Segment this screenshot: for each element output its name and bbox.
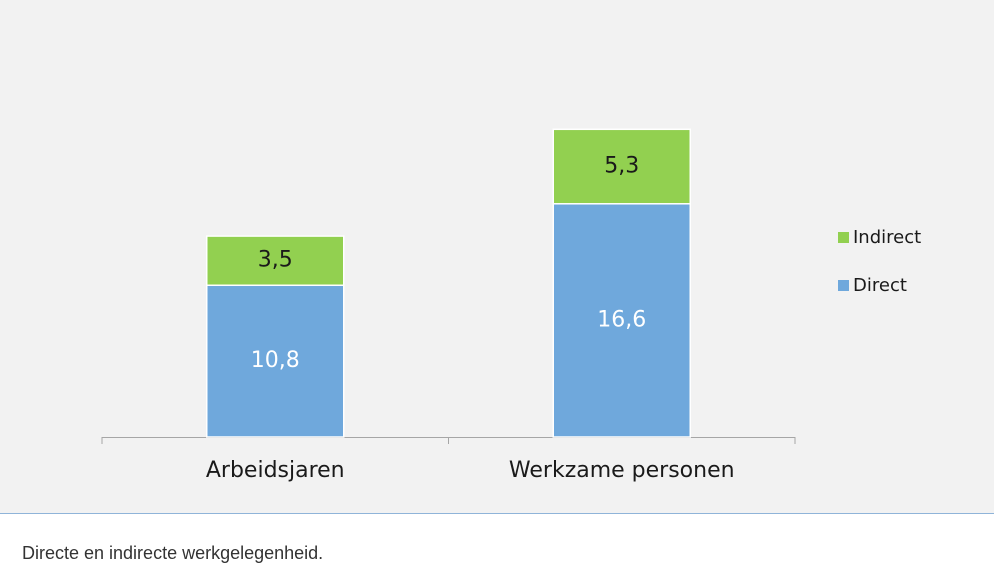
data-label: 3,5 xyxy=(258,248,293,273)
legend-swatch xyxy=(838,280,849,291)
legend-swatch xyxy=(838,232,849,243)
caption: Directe en indirecte werkgelegenheid. xyxy=(22,543,323,563)
bar-segment xyxy=(206,235,345,287)
legend-label: Indirect xyxy=(853,227,921,248)
x-tick-label: Arbeidsjaren xyxy=(206,458,345,483)
bar-segment xyxy=(206,284,345,438)
data-label: 16,6 xyxy=(597,307,646,332)
data-label: 5,3 xyxy=(604,154,639,179)
bar-segment xyxy=(552,128,691,205)
x-tick-label: Werkzame personen xyxy=(509,458,735,483)
chart-area xyxy=(0,0,994,513)
data-label: 10,8 xyxy=(251,348,300,373)
legend-label: Direct xyxy=(853,275,907,296)
